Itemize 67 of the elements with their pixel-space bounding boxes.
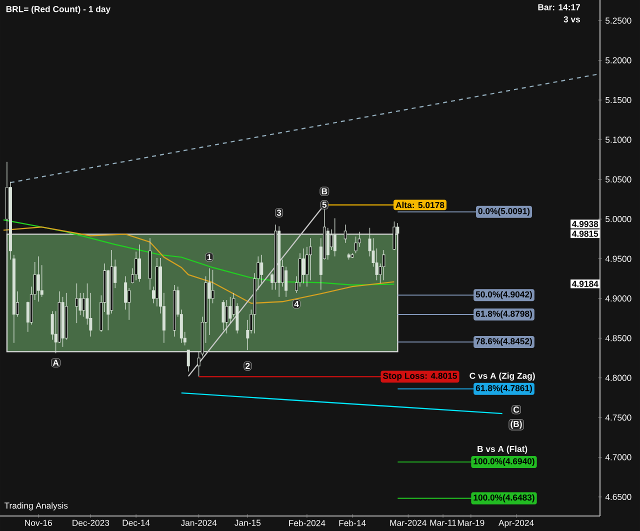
candlestick (134, 251, 138, 281)
ref-line-label: 0.0%(5.0091) (478, 208, 530, 216)
annotation: 5 (322, 202, 327, 208)
x-tick-label: Mar-2024 (390, 520, 426, 526)
y-tick-label: 5.2000 (606, 57, 632, 64)
annotation: B vs A (Flat) (478, 446, 528, 454)
candlestick (228, 296, 232, 324)
candlestick (208, 268, 211, 336)
x-tick-label: Nov-16 (25, 520, 52, 526)
candlestick (36, 256, 40, 302)
annotation: 4 (294, 301, 299, 308)
candlestick (138, 244, 142, 282)
y-tick-label: 4.9500 (605, 256, 632, 262)
annotation: 2 (246, 362, 250, 369)
candlestick (82, 292, 86, 318)
candlestick (225, 300, 228, 334)
x-tick-label: Jan-15 (234, 520, 261, 526)
candlestick (75, 283, 78, 324)
candlestick (211, 270, 214, 304)
annotation: 3 (276, 210, 282, 216)
ref-line-label: 78.6%(4.8452) (476, 338, 532, 346)
x-tick-label: Feb-2024 (289, 520, 326, 526)
candlestick (40, 264, 44, 298)
x-tick-label: Mar-11 (430, 520, 456, 526)
candlestick (302, 248, 305, 284)
candlestick (354, 236, 358, 254)
annotation: C (514, 406, 520, 413)
ref-line-label: 100.0%(4.6483) (474, 494, 534, 502)
annotation: 4.9815 (572, 230, 598, 237)
y-tick-label: 4.8000 (605, 374, 632, 381)
annotation: 3 vs (564, 16, 580, 22)
annotation: 4.9938 (572, 220, 598, 228)
ref-line-label: 50.0%(4.9042) (476, 291, 532, 300)
annotation: 1 (207, 254, 212, 260)
candlestick (222, 300, 225, 331)
annotation: Bar: 14:17 (538, 4, 580, 10)
x-tick-label: Dec-14 (122, 520, 150, 526)
annotation: B (322, 188, 328, 194)
y-tick-label: 5.0500 (606, 176, 632, 182)
x-tick-label: Apr-2024 (498, 520, 534, 528)
x-tick-label: Dec-2023 (72, 520, 110, 526)
candlestick (382, 250, 386, 281)
y-tick-label: 4.7000 (605, 454, 632, 460)
y-tick-label: 5.0000 (606, 216, 632, 222)
annotation: Trading Analysis (4, 502, 68, 510)
y-tick-label: 5.1500 (606, 96, 632, 104)
y-tick-label: 4.6500 (605, 494, 632, 500)
x-tick-label: Feb-14 (339, 520, 366, 526)
y-tick-label: 4.9000 (605, 295, 632, 302)
ref-line-label: Stop Loss: 4.8015 (383, 372, 458, 381)
ref-line-label: 61.8%(4.8798) (476, 310, 532, 319)
ref-line-label: Alta: 5.0178 (396, 202, 444, 208)
ref-line-label: 61.8%(4.7861) (476, 384, 532, 393)
annotation: 4.9184 (572, 280, 598, 287)
y-tick-label: 5.2500 (606, 18, 632, 24)
annotation: A (52, 360, 59, 366)
y-tick-label: 5.1000 (606, 136, 632, 143)
annotation: (B) (510, 420, 522, 429)
text: BRL= (Red Count) - 1 day (6, 6, 110, 14)
y-tick-label: 4.8500 (605, 335, 632, 342)
line-series (2, 219, 395, 286)
y-tick-label: 4.7500 (605, 414, 632, 421)
x-tick-label: Mar-19 (458, 520, 484, 526)
ref-line-label: 100.0%(4.6940) (474, 458, 534, 466)
candlestick (260, 254, 264, 284)
x-tick-label: Jan-2024 (180, 520, 217, 526)
annotation: C vs A (Zig Zag) (470, 372, 535, 381)
